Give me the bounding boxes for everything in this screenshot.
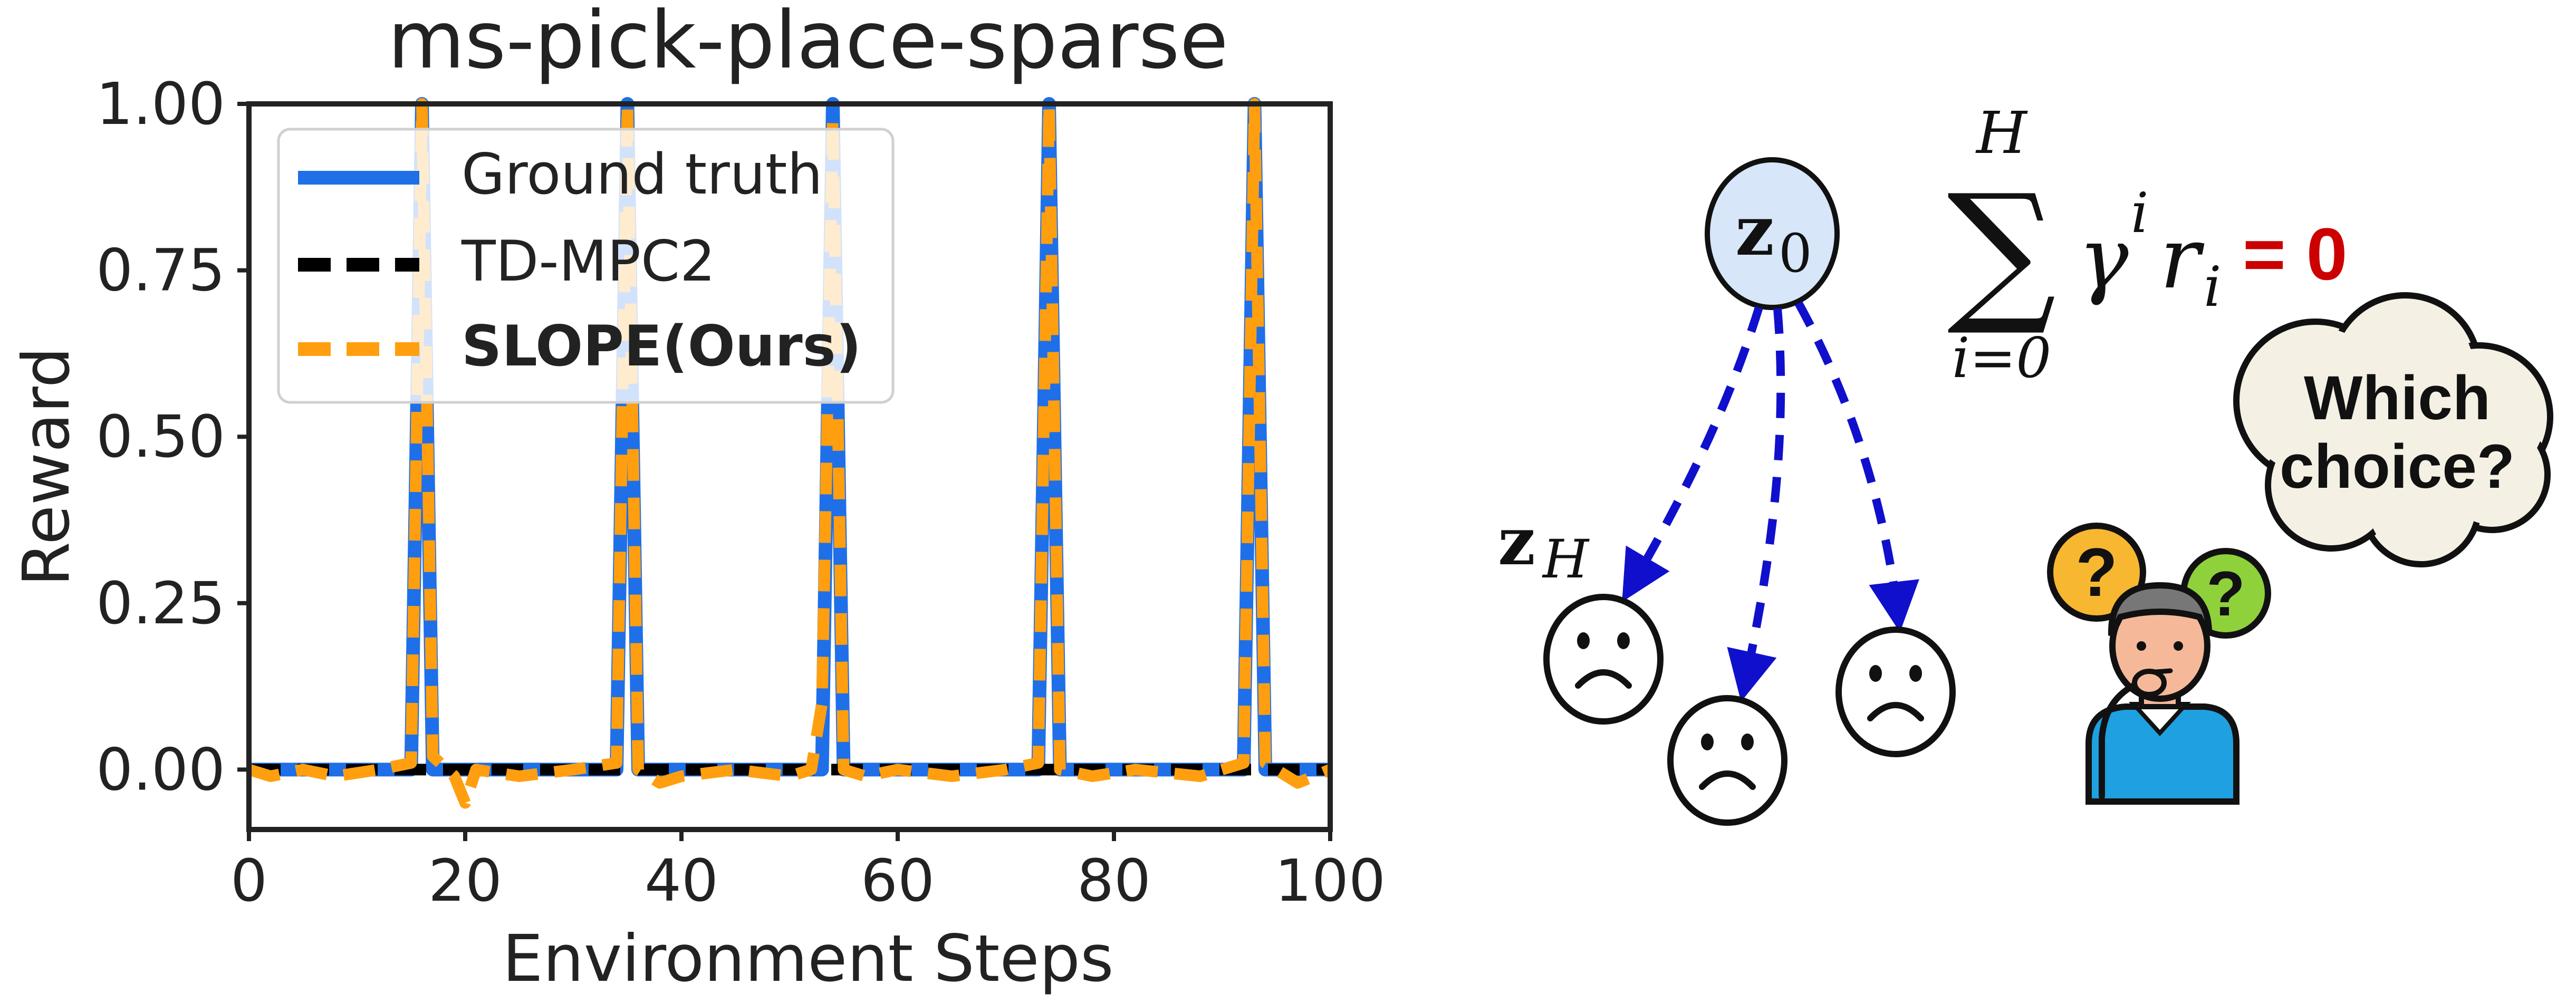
arrow-to-leaf-1 — [1622, 306, 1763, 602]
arrow-to-leaf-2 — [1727, 308, 1785, 702]
root-latent-node — [1705, 157, 1840, 310]
thinking-person-icon: ? ? — [2047, 523, 2271, 805]
legend-label-ground-truth: Ground truth — [462, 142, 823, 207]
x-tick-label: 20 — [428, 847, 502, 914]
y-tick-label: 0.50 — [96, 403, 225, 470]
leaf-latent-symbol: z — [1498, 503, 1535, 580]
legend-label-td-mpc2: TD-MPC2 — [461, 229, 715, 294]
thought-line-1: Which — [2304, 363, 2491, 433]
y-axis-label: Reward — [9, 347, 84, 586]
sad-face-icon — [1543, 594, 1664, 725]
ticks-layer: 0 20 40 60 80 100 0.00 0.25 0.50 0.75 1.00 — [96, 70, 1386, 914]
reward-subscript: i — [2204, 255, 2222, 319]
thought-line-2: choice? — [2280, 432, 2515, 502]
x-tick-label: 80 — [1077, 847, 1151, 914]
legend: Ground truth TD-MPC2 SLOPE(Ours) — [277, 128, 895, 404]
return-sum-formula: H ∑ i=0 γ i r i = 0 — [1947, 99, 2347, 390]
summation-symbol: ∑ — [1947, 162, 2056, 340]
root-node-subscript: 0 — [1779, 223, 1812, 284]
sum-upper-limit: H — [1975, 99, 2028, 167]
x-tick-label: 0 — [230, 847, 267, 914]
x-tick-label: 60 — [861, 847, 935, 914]
x-tick-label: 100 — [1275, 847, 1386, 914]
reward-symbol: r — [2160, 209, 2205, 307]
sad-face-icon — [1835, 626, 1956, 757]
legend-box — [277, 128, 895, 404]
y-tick-label: 1.00 — [96, 70, 225, 138]
plot-frame — [246, 101, 1333, 832]
svg-text:?: ? — [2206, 558, 2245, 629]
arrow-to-leaf-3 — [1794, 301, 1919, 633]
equals-zero: = 0 — [2243, 213, 2348, 295]
y-tick-label: 0.75 — [96, 237, 225, 304]
sad-face-icon — [1667, 695, 1787, 826]
chart-title: ms-pick-place-sparse — [388, 0, 1228, 86]
reward-chart: ms-pick-place-sparse 0 20 40 60 80 100 0.00 0.2… — [9, 0, 1386, 996]
root-node-symbol: z — [1735, 190, 1774, 271]
svg-text:?: ? — [2075, 534, 2117, 611]
x-axis-label: Environment Steps — [502, 921, 1113, 996]
sum-lower-limit: i=0 — [1952, 326, 2051, 390]
planning-diagram: z 0 z H H ∑ — [1498, 99, 2553, 826]
leaf-latent-subscript: H — [1542, 528, 1590, 590]
gamma-symbol: γ — [2078, 209, 2129, 307]
y-tick-label: 0.25 — [96, 570, 225, 637]
y-tick-label: 0.00 — [96, 736, 225, 803]
thought-bubble: Which choice? — [2233, 292, 2553, 567]
gamma-exponent: i — [2131, 181, 2149, 245]
x-tick-label: 40 — [645, 847, 718, 914]
legend-label-slope: SLOPE(Ours) — [462, 314, 861, 379]
